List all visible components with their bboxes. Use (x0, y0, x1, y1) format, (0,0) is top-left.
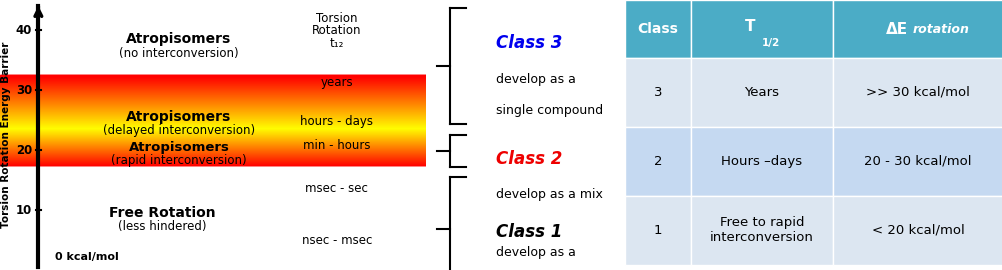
Text: Class 1: Class 1 (495, 223, 561, 241)
Bar (624, 58, 690, 127)
Text: Atropisomers: Atropisomers (126, 110, 231, 124)
Text: Rotation: Rotation (312, 23, 361, 36)
Text: t₁₂: t₁₂ (330, 37, 344, 50)
Text: Class 2: Class 2 (495, 150, 561, 168)
Text: (no interconversion): (no interconversion) (119, 48, 238, 60)
Bar (624, 127, 690, 196)
Text: 40: 40 (16, 23, 32, 36)
Text: (rapid interconversion): (rapid interconversion) (111, 154, 246, 167)
Text: 0 kcal/mol: 0 kcal/mol (55, 252, 119, 262)
Text: (delayed interconversion): (delayed interconversion) (103, 124, 255, 137)
Text: Free Rotation: Free Rotation (108, 206, 215, 220)
Text: 1: 1 (653, 224, 661, 237)
Text: 10: 10 (16, 204, 32, 217)
Text: Torsion: Torsion (316, 12, 357, 25)
Text: < 20 kcal/mol: < 20 kcal/mol (871, 224, 963, 237)
Text: Years: Years (743, 86, 779, 99)
Text: >> 30 kcal/mol: >> 30 kcal/mol (865, 86, 969, 99)
Text: 20: 20 (16, 143, 32, 157)
Text: develop as a mix: develop as a mix (495, 188, 602, 201)
Text: Class 3: Class 3 (495, 34, 561, 52)
Bar (832, 58, 1002, 127)
Text: Free to rapid
interconversion: Free to rapid interconversion (709, 216, 813, 244)
Text: Class: Class (637, 22, 677, 36)
Text: Atropisomers: Atropisomers (128, 140, 229, 154)
Bar (832, 127, 1002, 196)
Bar (624, 196, 690, 265)
Text: (less hindered): (less hindered) (117, 220, 206, 233)
Text: min - hours: min - hours (303, 139, 370, 152)
Text: 1/2: 1/2 (762, 38, 780, 48)
Text: msec - sec: msec - sec (305, 183, 368, 195)
Text: single compound: single compound (495, 104, 602, 117)
Text: 3: 3 (653, 86, 661, 99)
Text: 30: 30 (16, 83, 32, 96)
Text: develop as a: develop as a (495, 246, 575, 259)
Text: Torsion Rotation Energy Barrier: Torsion Rotation Energy Barrier (1, 42, 11, 228)
Text: 2: 2 (653, 155, 661, 168)
Bar (832, 196, 1002, 265)
Bar (690, 196, 832, 265)
Bar (832, 0, 1002, 58)
Text: develop as a: develop as a (495, 73, 575, 86)
Bar (690, 58, 832, 127)
Text: hours - days: hours - days (300, 115, 373, 128)
Text: 20 - 30 kcal/mol: 20 - 30 kcal/mol (864, 155, 971, 168)
Text: Atropisomers: Atropisomers (126, 32, 231, 46)
Bar (690, 0, 832, 58)
Text: Hours –days: Hours –days (720, 155, 802, 168)
Text: rotation: rotation (911, 22, 968, 36)
Bar (624, 0, 690, 58)
Bar (690, 127, 832, 196)
Text: years: years (320, 76, 353, 89)
Text: ΔE: ΔE (885, 22, 907, 36)
Text: T: T (744, 19, 756, 34)
Text: nsec - msec: nsec - msec (302, 234, 372, 247)
